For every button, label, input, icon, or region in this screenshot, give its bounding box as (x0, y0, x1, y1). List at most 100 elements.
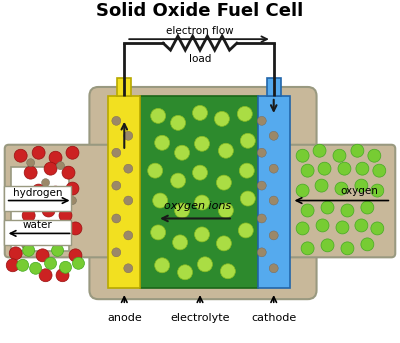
Circle shape (23, 244, 35, 256)
Circle shape (155, 135, 170, 150)
Text: electron flow: electron flow (166, 26, 234, 36)
Circle shape (155, 258, 170, 273)
Circle shape (336, 221, 349, 234)
Circle shape (124, 264, 133, 273)
Circle shape (124, 196, 133, 205)
Circle shape (214, 111, 229, 126)
Circle shape (269, 131, 278, 140)
Circle shape (194, 136, 210, 151)
Circle shape (296, 222, 309, 235)
Circle shape (269, 231, 278, 240)
Text: anode: anode (107, 313, 142, 323)
Circle shape (153, 193, 168, 208)
Circle shape (341, 242, 354, 255)
Circle shape (296, 184, 309, 197)
Circle shape (6, 259, 19, 272)
Circle shape (34, 222, 47, 235)
Circle shape (148, 163, 163, 178)
Circle shape (171, 115, 186, 130)
Circle shape (171, 173, 186, 188)
Circle shape (338, 162, 351, 175)
Circle shape (124, 231, 133, 240)
Circle shape (269, 196, 278, 205)
Circle shape (351, 144, 364, 157)
Circle shape (42, 179, 50, 187)
Circle shape (192, 105, 208, 120)
Circle shape (239, 163, 254, 178)
Circle shape (321, 239, 334, 252)
FancyBboxPatch shape (286, 145, 395, 257)
Circle shape (27, 159, 35, 167)
Circle shape (151, 108, 166, 123)
Circle shape (44, 162, 57, 175)
Text: Solid Oxide Fuel Cell: Solid Oxide Fuel Cell (96, 2, 304, 20)
Bar (117, 78, 131, 96)
Circle shape (174, 203, 190, 218)
Circle shape (66, 146, 79, 159)
Circle shape (22, 209, 35, 222)
Text: water: water (23, 221, 52, 230)
Circle shape (54, 226, 67, 239)
Circle shape (56, 269, 69, 282)
Circle shape (257, 248, 266, 257)
Circle shape (14, 189, 27, 202)
Circle shape (68, 197, 76, 204)
Circle shape (238, 223, 253, 238)
Circle shape (151, 225, 166, 240)
Bar (140, 96, 258, 288)
Circle shape (194, 227, 210, 242)
Circle shape (24, 166, 37, 179)
Circle shape (240, 191, 255, 206)
Circle shape (124, 131, 133, 140)
Circle shape (316, 219, 329, 232)
Circle shape (72, 257, 84, 269)
Circle shape (218, 143, 233, 158)
Circle shape (32, 184, 45, 197)
Circle shape (216, 236, 231, 251)
Text: cathode: cathode (251, 313, 296, 323)
Circle shape (335, 182, 348, 195)
Circle shape (269, 164, 278, 173)
Circle shape (112, 248, 121, 257)
Circle shape (257, 214, 266, 223)
Circle shape (301, 242, 314, 255)
Text: load: load (189, 54, 211, 64)
Circle shape (59, 209, 72, 222)
Circle shape (60, 261, 72, 273)
Circle shape (220, 264, 235, 279)
Circle shape (69, 249, 82, 262)
Circle shape (112, 148, 121, 157)
Circle shape (56, 162, 64, 170)
Bar (267, 78, 281, 96)
Circle shape (373, 164, 386, 177)
Circle shape (49, 186, 62, 199)
Circle shape (301, 204, 314, 217)
Circle shape (112, 214, 121, 223)
Circle shape (257, 148, 266, 157)
Circle shape (257, 181, 266, 190)
Circle shape (318, 162, 331, 175)
Circle shape (356, 162, 369, 175)
Circle shape (69, 222, 82, 235)
Circle shape (361, 238, 374, 251)
Circle shape (198, 257, 212, 272)
Circle shape (257, 116, 266, 125)
Circle shape (361, 201, 374, 214)
Circle shape (30, 262, 42, 274)
Circle shape (371, 222, 384, 235)
Circle shape (355, 219, 368, 232)
Bar (4, 186, 72, 211)
Circle shape (173, 235, 188, 250)
Circle shape (192, 165, 208, 180)
Circle shape (321, 201, 334, 214)
Circle shape (52, 244, 64, 256)
Circle shape (42, 204, 55, 217)
Text: hydrogen: hydrogen (13, 188, 62, 198)
Circle shape (216, 175, 231, 190)
Circle shape (22, 241, 30, 249)
Circle shape (333, 149, 346, 162)
Circle shape (313, 144, 326, 157)
Circle shape (9, 247, 22, 260)
Circle shape (112, 181, 121, 190)
Circle shape (178, 265, 192, 280)
